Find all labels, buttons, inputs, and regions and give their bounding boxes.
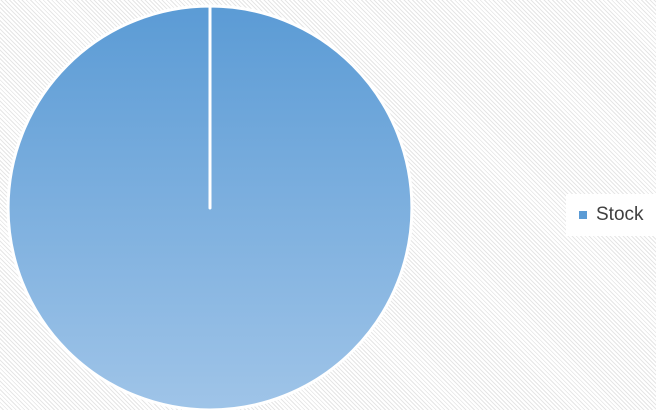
legend-label: Stock [596, 204, 644, 225]
legend-swatch [579, 211, 587, 219]
pie-slice [6, 4, 414, 410]
